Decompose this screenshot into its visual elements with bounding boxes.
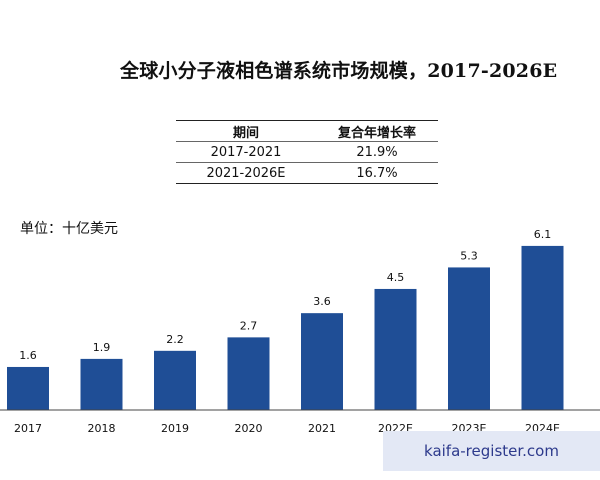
row-period: 2021-2026E <box>206 165 286 181</box>
bar-value-label: 4.5 <box>387 271 405 284</box>
header-cagr: 复合年增长率 <box>337 125 416 141</box>
bar-value-label: 1.6 <box>19 349 37 362</box>
table-header-rule <box>176 141 438 142</box>
x-tick-label: 2019 <box>161 422 189 435</box>
cagr-table: 期间 复合年增长率 2017-2021 21.9% 2021-2026E 16.… <box>176 120 438 184</box>
x-tick-label: 2021 <box>308 422 336 435</box>
bar <box>448 267 490 410</box>
bar-value-label: 2.2 <box>166 333 184 346</box>
bar <box>7 366 49 410</box>
table-row-rule <box>176 162 438 163</box>
table-row: 2017-2021 21.9% <box>176 142 438 162</box>
watermark-label: kaifa-register.com <box>383 431 600 471</box>
x-tick-label: 2018 <box>88 422 116 435</box>
bar <box>521 245 564 410</box>
table-row: 2021-2026E 16.7% <box>176 163 438 183</box>
bar <box>301 313 343 410</box>
x-tick-label: 2017 <box>14 422 42 435</box>
bar <box>374 288 417 410</box>
row-cagr: 16.7% <box>356 165 398 181</box>
table-bottom-rule <box>176 183 438 184</box>
bar-value-label: 3.6 <box>313 295 331 308</box>
header-period: 期间 <box>232 125 259 141</box>
bar-value-label: 6.1 <box>534 228 552 241</box>
bar-value-label: 1.9 <box>93 341 111 354</box>
bar-value-label: 5.3 <box>460 249 478 262</box>
bar-value-label: 2.7 <box>240 319 258 332</box>
chart-title: 全球小分子液相色谱系统市场规模，2017-2026E <box>120 60 558 82</box>
table-header-row: 期间 复合年增长率 <box>176 121 438 141</box>
unit-label: 单位：十亿美元 <box>20 221 118 237</box>
table-top-rule <box>176 120 438 121</box>
x-tick-label: 2020 <box>235 422 263 435</box>
bar <box>154 350 196 410</box>
bar <box>227 337 270 410</box>
bar <box>80 358 123 410</box>
row-cagr: 21.9% <box>356 144 398 160</box>
row-period: 2017-2021 <box>210 144 282 160</box>
